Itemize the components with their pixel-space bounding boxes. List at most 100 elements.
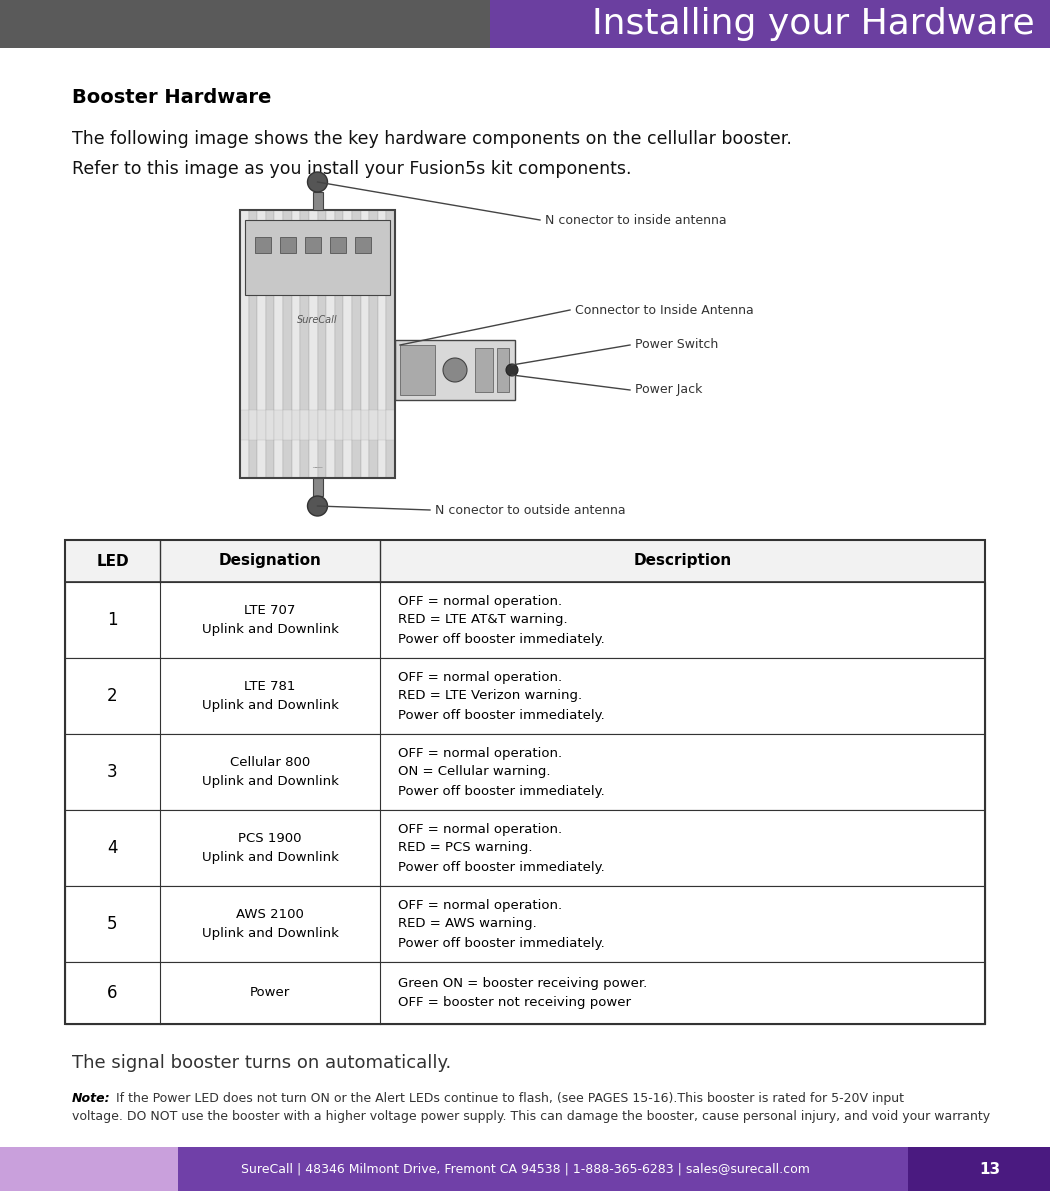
Bar xyxy=(245,220,390,295)
Bar xyxy=(257,210,266,478)
Bar xyxy=(274,410,284,439)
Bar xyxy=(274,210,284,478)
Text: ___: ___ xyxy=(312,462,322,468)
Text: OFF = normal operation.
RED = AWS warning.
Power off booster immediately.: OFF = normal operation. RED = AWS warnin… xyxy=(398,898,605,949)
Bar xyxy=(355,237,371,252)
Bar xyxy=(65,734,985,810)
Bar xyxy=(65,810,985,886)
Bar xyxy=(240,210,395,478)
Text: The signal booster turns on automatically.: The signal booster turns on automaticall… xyxy=(72,1054,452,1072)
Bar xyxy=(317,210,327,478)
Bar xyxy=(313,192,322,210)
Bar xyxy=(292,210,300,478)
Bar xyxy=(352,210,360,478)
Bar xyxy=(386,210,395,478)
Text: Description: Description xyxy=(633,554,732,568)
Bar xyxy=(370,410,378,439)
Bar xyxy=(317,410,327,439)
Text: Green ON = booster receiving power.
OFF = booster not receiving power: Green ON = booster receiving power. OFF … xyxy=(398,977,647,1009)
Bar xyxy=(65,962,985,1024)
Text: Power Jack: Power Jack xyxy=(635,384,702,397)
Text: Refer to this image as you install your Fusion5s kit components.: Refer to this image as you install your … xyxy=(72,160,631,177)
Text: SureCall | 48346 Milmont Drive, Fremont CA 94538 | 1-888-365-6283 | sales@sureca: SureCall | 48346 Milmont Drive, Fremont … xyxy=(240,1162,810,1176)
Bar xyxy=(0,1147,178,1191)
Bar xyxy=(280,237,296,252)
Text: OFF = normal operation.
RED = LTE Verizon warning.
Power off booster immediately: OFF = normal operation. RED = LTE Verizo… xyxy=(398,671,605,722)
Bar xyxy=(378,210,386,478)
Bar xyxy=(343,210,352,478)
Bar xyxy=(475,348,494,392)
Bar xyxy=(65,540,985,1024)
Bar xyxy=(65,886,985,962)
Bar xyxy=(360,210,370,478)
Text: Booster Hardware: Booster Hardware xyxy=(72,88,271,107)
Bar xyxy=(292,410,300,439)
Bar xyxy=(257,410,266,439)
Bar xyxy=(378,410,386,439)
Bar xyxy=(313,478,322,495)
Bar xyxy=(249,410,257,439)
Bar xyxy=(497,348,509,392)
Bar xyxy=(327,410,335,439)
Bar xyxy=(908,1147,1050,1191)
Text: The following image shows the key hardware components on the cellullar booster.: The following image shows the key hardwa… xyxy=(72,130,792,148)
Text: Power Switch: Power Switch xyxy=(635,338,718,351)
Bar xyxy=(304,237,321,252)
Text: 2: 2 xyxy=(107,687,118,705)
Bar xyxy=(335,210,343,478)
Bar xyxy=(0,0,490,48)
Bar xyxy=(284,410,292,439)
Bar xyxy=(65,540,985,582)
Bar xyxy=(240,410,249,439)
Text: LED: LED xyxy=(97,554,129,568)
Text: OFF = normal operation.
ON = Cellular warning.
Power off booster immediately.: OFF = normal operation. ON = Cellular wa… xyxy=(398,747,605,798)
Text: Installing your Hardware: Installing your Hardware xyxy=(592,7,1035,40)
Text: voltage. DO NOT use the booster with a higher voltage power supply. This can dam: voltage. DO NOT use the booster with a h… xyxy=(72,1110,990,1123)
Text: LTE 707
Uplink and Downlink: LTE 707 Uplink and Downlink xyxy=(202,604,338,636)
Bar xyxy=(330,237,346,252)
Circle shape xyxy=(443,358,467,382)
Text: Cellular 800
Uplink and Downlink: Cellular 800 Uplink and Downlink xyxy=(202,756,338,788)
Text: PCS 1900
Uplink and Downlink: PCS 1900 Uplink and Downlink xyxy=(202,833,338,863)
Text: 5: 5 xyxy=(107,915,118,933)
Bar xyxy=(386,410,395,439)
Text: Connector to Inside Antenna: Connector to Inside Antenna xyxy=(575,304,754,317)
Bar xyxy=(309,410,317,439)
Bar xyxy=(266,410,274,439)
Text: 3: 3 xyxy=(107,763,118,781)
Text: AWS 2100
Uplink and Downlink: AWS 2100 Uplink and Downlink xyxy=(202,908,338,940)
Bar xyxy=(255,237,271,252)
Bar xyxy=(240,210,249,478)
Circle shape xyxy=(308,172,328,192)
Bar xyxy=(327,210,335,478)
Text: Power: Power xyxy=(250,986,290,999)
Text: OFF = normal operation.
RED = PCS warning.
Power off booster immediately.: OFF = normal operation. RED = PCS warnin… xyxy=(398,823,605,873)
Bar xyxy=(266,210,274,478)
Bar xyxy=(400,345,435,395)
Bar xyxy=(300,410,309,439)
Bar xyxy=(352,410,360,439)
Bar xyxy=(65,657,985,734)
Bar xyxy=(360,410,370,439)
Circle shape xyxy=(308,495,328,516)
Bar xyxy=(249,210,257,478)
Text: 1: 1 xyxy=(107,611,118,629)
Bar xyxy=(178,1147,908,1191)
Text: 4: 4 xyxy=(107,838,118,858)
Bar xyxy=(309,210,317,478)
Text: 6: 6 xyxy=(107,984,118,1002)
Bar xyxy=(300,210,309,478)
Bar xyxy=(65,582,985,657)
Text: OFF = normal operation.
RED = LTE AT&T warning.
Power off booster immediately.: OFF = normal operation. RED = LTE AT&T w… xyxy=(398,594,605,646)
Text: N conector to inside antenna: N conector to inside antenna xyxy=(545,213,727,226)
Bar xyxy=(284,210,292,478)
Text: N conector to outside antenna: N conector to outside antenna xyxy=(435,504,626,517)
Circle shape xyxy=(506,364,518,376)
Text: Note:: Note: xyxy=(72,1092,110,1105)
Bar xyxy=(343,410,352,439)
Bar xyxy=(395,339,514,400)
Bar xyxy=(370,210,378,478)
Bar xyxy=(490,0,1050,48)
Bar xyxy=(335,410,343,439)
Text: 13: 13 xyxy=(980,1161,1001,1177)
